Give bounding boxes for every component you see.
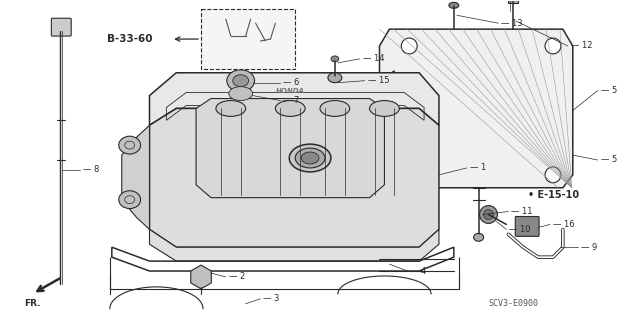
FancyBboxPatch shape <box>508 0 518 4</box>
Text: — 7: — 7 <box>284 96 300 105</box>
Ellipse shape <box>216 100 246 116</box>
Text: — 13: — 13 <box>501 19 523 28</box>
Text: — 10: — 10 <box>509 225 531 234</box>
Text: HONDA: HONDA <box>276 88 305 93</box>
Text: — 5: — 5 <box>600 155 617 165</box>
Text: — 1: — 1 <box>470 163 486 173</box>
Text: — 9: — 9 <box>580 243 597 252</box>
Text: — 15: — 15 <box>367 76 389 85</box>
Polygon shape <box>150 73 439 125</box>
Polygon shape <box>150 229 439 261</box>
Polygon shape <box>122 125 150 229</box>
Text: — 16: — 16 <box>553 220 575 229</box>
Ellipse shape <box>119 191 141 209</box>
Text: — 3: — 3 <box>264 294 280 303</box>
Text: — 6: — 6 <box>284 78 300 87</box>
Ellipse shape <box>289 144 331 172</box>
Ellipse shape <box>295 148 325 168</box>
Ellipse shape <box>229 87 253 100</box>
Text: SCV3-E0900: SCV3-E0900 <box>488 299 538 308</box>
Ellipse shape <box>227 70 255 92</box>
Text: B-33-60: B-33-60 <box>107 34 152 44</box>
Text: — 11: — 11 <box>511 207 533 216</box>
Ellipse shape <box>449 2 459 8</box>
Circle shape <box>401 38 417 54</box>
Ellipse shape <box>320 100 349 116</box>
Ellipse shape <box>369 100 399 116</box>
Text: — 4: — 4 <box>410 266 426 276</box>
Circle shape <box>545 167 561 183</box>
Text: — 14: — 14 <box>363 54 384 63</box>
FancyBboxPatch shape <box>515 217 539 236</box>
Text: • E-15-10: • E-15-10 <box>528 190 579 200</box>
Text: — 12: — 12 <box>571 41 592 50</box>
Text: — 2: — 2 <box>229 272 245 281</box>
Text: — 8: — 8 <box>83 166 99 174</box>
Polygon shape <box>380 29 573 188</box>
Circle shape <box>401 167 417 183</box>
Ellipse shape <box>328 73 342 83</box>
Circle shape <box>484 210 493 219</box>
Text: — 5: — 5 <box>600 86 617 95</box>
Ellipse shape <box>233 75 248 87</box>
Ellipse shape <box>331 56 339 62</box>
Ellipse shape <box>474 234 484 241</box>
Polygon shape <box>150 108 439 247</box>
FancyBboxPatch shape <box>51 18 71 36</box>
Text: FR.: FR. <box>24 299 41 308</box>
Polygon shape <box>380 71 394 110</box>
Ellipse shape <box>301 152 319 164</box>
Ellipse shape <box>275 100 305 116</box>
Circle shape <box>545 38 561 54</box>
Ellipse shape <box>119 136 141 154</box>
FancyBboxPatch shape <box>201 9 295 69</box>
Circle shape <box>479 205 497 223</box>
Polygon shape <box>196 99 385 198</box>
